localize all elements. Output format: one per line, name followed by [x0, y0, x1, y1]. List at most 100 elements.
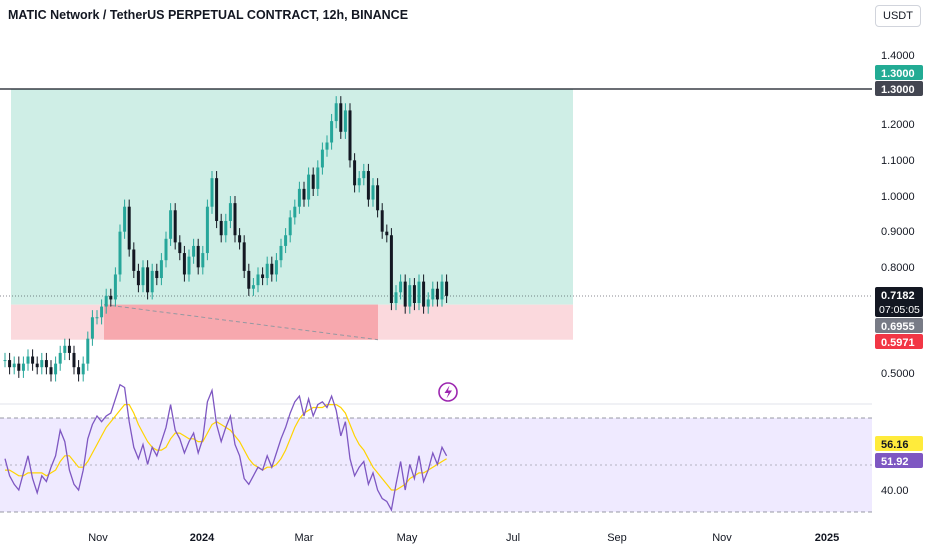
candle: [412, 278, 416, 311]
candle: [426, 292, 430, 314]
time-tick-label: May: [397, 532, 418, 544]
candle: [279, 238, 283, 268]
candle: [325, 135, 329, 157]
candle: [104, 288, 108, 314]
svg-text:0.5971: 0.5971: [881, 337, 915, 349]
candle: [54, 356, 58, 382]
candle: [320, 142, 324, 175]
candle: [265, 256, 269, 286]
candle: [150, 263, 154, 300]
candle: [261, 267, 265, 286]
time-tick-label: Jul: [506, 532, 520, 544]
candle: [100, 299, 104, 325]
candle: [302, 181, 306, 207]
candle: [380, 203, 384, 239]
candle: [40, 352, 44, 375]
target-zone: [11, 89, 573, 305]
candle: [288, 210, 292, 243]
time-tick-label: 2024: [190, 532, 215, 544]
chart-title: MATIC Network / TetherUS PERPETUAL CONTR…: [8, 8, 409, 22]
candle: [182, 245, 186, 282]
candle: [8, 352, 12, 375]
price-tick-label: 1.1000: [881, 155, 915, 167]
candle: [293, 199, 297, 225]
time-tick-label: Mar: [295, 532, 314, 544]
candle: [109, 288, 113, 307]
candle: [192, 238, 196, 264]
candle: [251, 278, 255, 296]
candle: [399, 274, 403, 300]
price-tick-label: 1.0000: [881, 191, 915, 203]
currency-selector[interactable]: USDT: [875, 5, 921, 27]
candle: [173, 203, 177, 250]
candle: [376, 178, 380, 218]
candle: [348, 103, 352, 168]
svg-text:0.6955: 0.6955: [881, 321, 915, 333]
price-badge: 0.7182 07:05:05: [875, 287, 923, 317]
svg-text:0.7182: 0.7182: [881, 290, 915, 302]
candle: [417, 274, 421, 311]
candle: [274, 253, 278, 282]
candle: [49, 360, 53, 382]
candle: [136, 263, 140, 293]
candle: [35, 356, 39, 375]
candle: [445, 274, 449, 303]
candle: [431, 281, 435, 307]
candle: [67, 338, 71, 361]
candle: [435, 281, 439, 307]
candle: [297, 181, 301, 214]
rsi-tick-label: 40.00: [881, 485, 909, 497]
svg-text:1.3000: 1.3000: [881, 68, 915, 80]
svg-text:1.3000: 1.3000: [881, 84, 915, 96]
price-badge: 51.92: [875, 453, 923, 468]
candle: [228, 196, 232, 229]
candle: [210, 171, 214, 214]
candle: [394, 285, 398, 311]
price-tick-label: 0.9000: [881, 226, 915, 238]
flash-icon[interactable]: [438, 382, 458, 402]
candle: [316, 160, 320, 196]
candle: [58, 345, 62, 371]
candle: [3, 352, 7, 368]
candle: [385, 224, 389, 243]
candle: [187, 249, 191, 282]
price-badge: 56.16: [875, 436, 923, 451]
candle: [77, 360, 81, 382]
candle: [127, 199, 131, 257]
candle: [422, 274, 426, 314]
candle: [219, 213, 223, 243]
price-badge: 0.6955: [875, 318, 923, 333]
candle: [205, 199, 209, 261]
candle: [132, 242, 136, 279]
candle: [196, 238, 200, 275]
candle: [178, 235, 182, 261]
candle: [155, 263, 159, 286]
candle: [118, 224, 122, 282]
price-tick-label: 0.8000: [881, 262, 915, 274]
candle: [366, 163, 370, 207]
candle: [159, 253, 163, 286]
candle: [242, 235, 246, 279]
candle: [113, 267, 117, 307]
price-tick-label: 1.2000: [881, 119, 915, 131]
candle: [334, 96, 338, 129]
price-badge: 0.5971: [875, 334, 923, 349]
candle: [17, 356, 21, 378]
candle: [307, 167, 311, 207]
candle: [21, 356, 25, 378]
candle: [238, 228, 242, 250]
candle: [371, 178, 375, 207]
candle: [353, 153, 357, 193]
candle: [389, 228, 393, 311]
candle: [256, 267, 260, 293]
time-tick-label: Sep: [607, 532, 627, 544]
candle: [440, 274, 444, 307]
candle: [339, 96, 343, 139]
candle: [90, 310, 94, 346]
time-tick-label: Nov: [712, 532, 732, 544]
candle: [12, 356, 16, 375]
candle: [164, 231, 168, 268]
candle: [141, 260, 145, 293]
candle: [95, 310, 99, 325]
